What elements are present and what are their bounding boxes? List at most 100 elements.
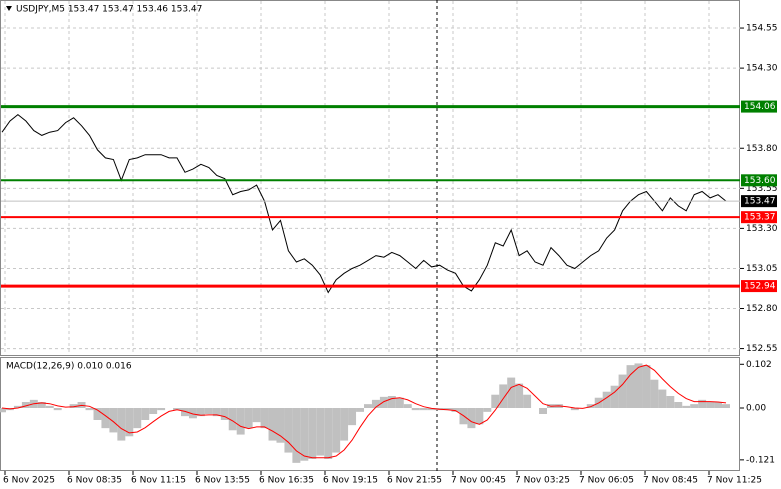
histogram-bar xyxy=(618,374,627,408)
y-tick-label: 152.80 xyxy=(746,304,778,314)
y-tick-label: 152.55 xyxy=(746,344,778,354)
histogram-bar xyxy=(13,405,22,408)
chart-title: USDJPY,M5 153.47 153.47 153.46 153.47 xyxy=(16,5,202,15)
x-tick-label: 6 Nov 2025 xyxy=(3,476,55,486)
y-tick-label: 153.55 xyxy=(746,184,778,194)
level-label: 153.60 xyxy=(744,176,776,186)
histogram-bar xyxy=(451,408,460,412)
y-tick-label: 154.30 xyxy=(746,64,778,74)
signal-line xyxy=(1,364,727,459)
histogram-bar xyxy=(21,402,30,408)
histogram-bar xyxy=(523,394,532,408)
y-tick-label: -0.121 xyxy=(746,455,775,465)
histogram-bar xyxy=(682,405,691,408)
histogram-bar xyxy=(443,408,452,411)
level-label: 154.06 xyxy=(744,102,776,112)
histogram-bar xyxy=(324,408,333,459)
histogram-bar xyxy=(483,408,492,412)
histogram-bar xyxy=(491,394,500,408)
histogram-bar xyxy=(204,408,213,414)
histogram-bar xyxy=(252,408,261,423)
y-tick-label: 0.00 xyxy=(746,404,766,414)
x-tick-label: 6 Nov 11:15 xyxy=(131,476,186,486)
x-tick-label: 6 Nov 21:55 xyxy=(387,476,442,486)
level-label: 153.37 xyxy=(744,213,776,223)
histogram-bar xyxy=(419,408,428,411)
x-tick-label: 6 Nov 16:35 xyxy=(259,476,314,486)
histogram-bar xyxy=(268,408,277,441)
histogram-bar xyxy=(244,408,253,429)
histogram-bar xyxy=(507,377,516,408)
histogram-bar xyxy=(379,396,388,408)
histogram-bar xyxy=(93,408,102,420)
histogram-bar xyxy=(467,408,476,429)
histogram-bar xyxy=(332,408,341,453)
histogram-bar xyxy=(212,408,221,417)
histogram-bar xyxy=(292,408,301,463)
level-box xyxy=(741,174,777,187)
histogram-bar xyxy=(228,408,237,431)
y-tick-label: 153.30 xyxy=(746,224,778,234)
histogram-bar xyxy=(427,408,436,411)
histogram-bar xyxy=(698,399,707,408)
histogram-bar xyxy=(141,408,150,420)
histogram-bar xyxy=(157,408,166,411)
histogram-bar xyxy=(181,408,189,417)
histogram-bar xyxy=(387,396,396,408)
x-tick-label: 6 Nov 08:35 xyxy=(67,476,122,486)
histogram-bar xyxy=(308,408,317,459)
histogram-bar xyxy=(276,408,285,443)
histogram-bar xyxy=(499,384,508,408)
histogram-bar xyxy=(188,408,197,419)
histogram-bar xyxy=(674,402,683,408)
histogram-bar xyxy=(356,408,364,412)
histogram-bar xyxy=(570,408,579,411)
x-tick-label: 7 Nov 08:45 xyxy=(643,476,698,486)
histogram-bar xyxy=(395,397,404,408)
y-tick-label: 153.80 xyxy=(746,144,778,154)
histogram-bar xyxy=(586,404,595,408)
histogram-bar xyxy=(149,408,158,414)
histogram-bar xyxy=(300,408,309,461)
price-panel xyxy=(0,0,740,356)
x-tick-label: 6 Nov 13:55 xyxy=(195,476,250,486)
histogram-bar xyxy=(515,383,524,408)
level-box xyxy=(741,280,777,293)
histogram-bar xyxy=(340,408,349,441)
histogram-bar xyxy=(284,408,293,453)
histogram-bar xyxy=(690,404,699,408)
histogram-bar xyxy=(610,385,619,408)
histogram-bar xyxy=(173,408,182,411)
current-price-box xyxy=(741,195,777,208)
macd-title: MACD(12,26,9) 0.010 0.016 xyxy=(6,362,132,372)
histogram-bar xyxy=(53,408,62,411)
histogram-bar xyxy=(45,405,54,408)
histogram-bar xyxy=(85,408,94,411)
histogram-bar xyxy=(634,363,643,408)
histogram-bar xyxy=(714,402,723,408)
histogram-bar xyxy=(403,404,412,408)
histogram-bar xyxy=(626,365,635,408)
histogram-bar xyxy=(133,408,142,429)
level-box xyxy=(741,100,777,113)
histogram-bar xyxy=(602,391,611,408)
histogram-bar xyxy=(411,408,420,411)
histogram-bar xyxy=(722,404,730,408)
histogram-bar xyxy=(236,408,245,435)
menu-arrow xyxy=(6,6,12,11)
macd-panel xyxy=(0,357,740,471)
x-tick-label: 7 Nov 03:25 xyxy=(515,476,570,486)
current-price-label: 153.47 xyxy=(744,197,776,207)
histogram-bar xyxy=(650,379,659,408)
histogram-bar xyxy=(125,408,134,437)
histogram-bar xyxy=(37,402,46,408)
histogram-bar xyxy=(475,408,484,425)
histogram-bar xyxy=(348,408,357,426)
histogram-bar xyxy=(371,399,380,408)
histogram-bar xyxy=(706,402,715,408)
x-tick-label: 7 Nov 11:25 xyxy=(707,476,762,486)
histogram-bar xyxy=(658,389,667,408)
histogram-bar xyxy=(101,408,110,429)
price-line xyxy=(1,113,727,294)
